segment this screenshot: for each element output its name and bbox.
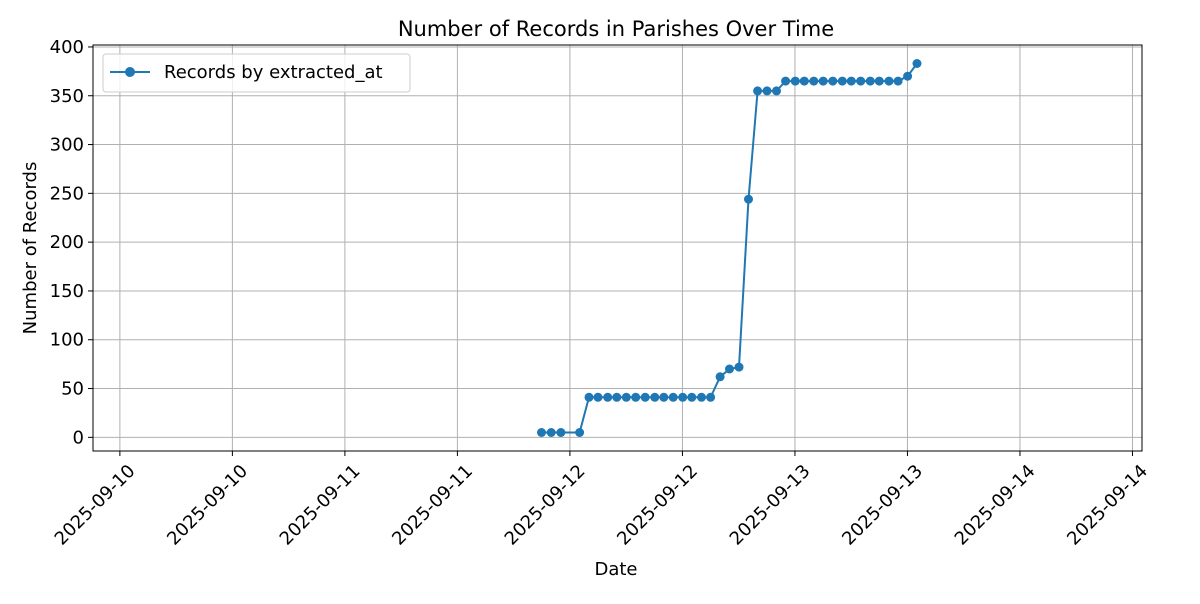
data-point [612,392,622,402]
data-point [781,76,791,86]
data-point [556,428,566,437]
y-tick-label: 250 [50,183,84,204]
legend-marker-swatch [125,67,135,77]
data-point [818,76,828,86]
data-point [865,76,875,86]
data-point [884,76,894,86]
data-point [631,392,641,402]
legend: Records by extracted_at [102,53,411,93]
data-point [734,362,744,372]
y-tick-label: 300 [50,135,84,156]
data-point [837,76,847,86]
data-point [874,76,884,86]
data-point [659,392,669,402]
y-tick-label: 350 [50,86,84,107]
y-tick-label: 150 [50,281,84,302]
y-tick-label: 100 [50,330,84,351]
data-point [856,76,866,86]
y-tick-label: 50 [61,379,84,400]
y-axis-label: Number of Records [20,162,41,335]
data-point [828,76,838,86]
series-line [541,62,918,434]
data-point [846,76,856,86]
data-point [584,392,594,402]
data-point [753,86,763,96]
data-point [546,428,556,437]
data-point [772,86,781,96]
gridlines [93,45,1142,451]
chart-title: Number of Records in Parishes Over Time [398,17,834,41]
data-point [621,392,631,402]
y-tick-label: 200 [50,232,84,253]
data-point [893,76,903,86]
data-point [603,392,613,402]
data-point [762,86,772,96]
x-axis-label: Date [594,559,637,580]
y-tick-label: 400 [50,37,84,58]
data-point [725,364,734,374]
data-point [790,76,800,86]
data-point [715,372,725,382]
data-point [706,392,716,402]
data-point [912,59,922,68]
data-point [593,392,603,402]
data-point [537,428,546,437]
data-point [799,76,809,86]
data-point [744,194,753,204]
data-point [650,392,660,402]
data-point [903,71,913,81]
data-point [678,392,688,402]
plot-frame [92,44,1143,452]
legend-box [102,53,411,93]
data-point [697,392,706,402]
series-layer [537,59,922,437]
data-point [809,76,819,86]
data-point [687,392,697,402]
y-tick-label: 0 [73,427,84,448]
data-point [575,428,585,437]
data-point [640,392,650,402]
legend-label: Records by extracted_at [164,62,383,83]
data-point [668,392,678,402]
